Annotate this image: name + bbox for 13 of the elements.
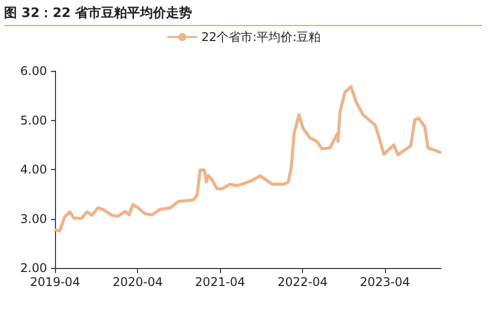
y-tick-label: 2.00 <box>20 261 47 275</box>
x-tick-label: 2023-04 <box>360 275 410 289</box>
x-tick-label: 2022-04 <box>277 275 328 289</box>
chart-title: 图 32：22 省市豆粕平均价走势 <box>4 4 482 26</box>
x-tick-label: 2020-04 <box>112 275 163 289</box>
x-tick-label: 2019-04 <box>30 275 80 289</box>
y-tick-label: 4.00 <box>20 162 47 176</box>
y-tick-label: 6.00 <box>20 64 47 78</box>
line-series <box>54 85 442 233</box>
y-tick-label: 5.00 <box>20 113 47 128</box>
legend-label: 22个省市:平均价:豆粕 <box>201 30 321 44</box>
x-tick-label: 2021-04 <box>195 275 246 289</box>
y-tick-label: 3.00 <box>20 212 47 226</box>
